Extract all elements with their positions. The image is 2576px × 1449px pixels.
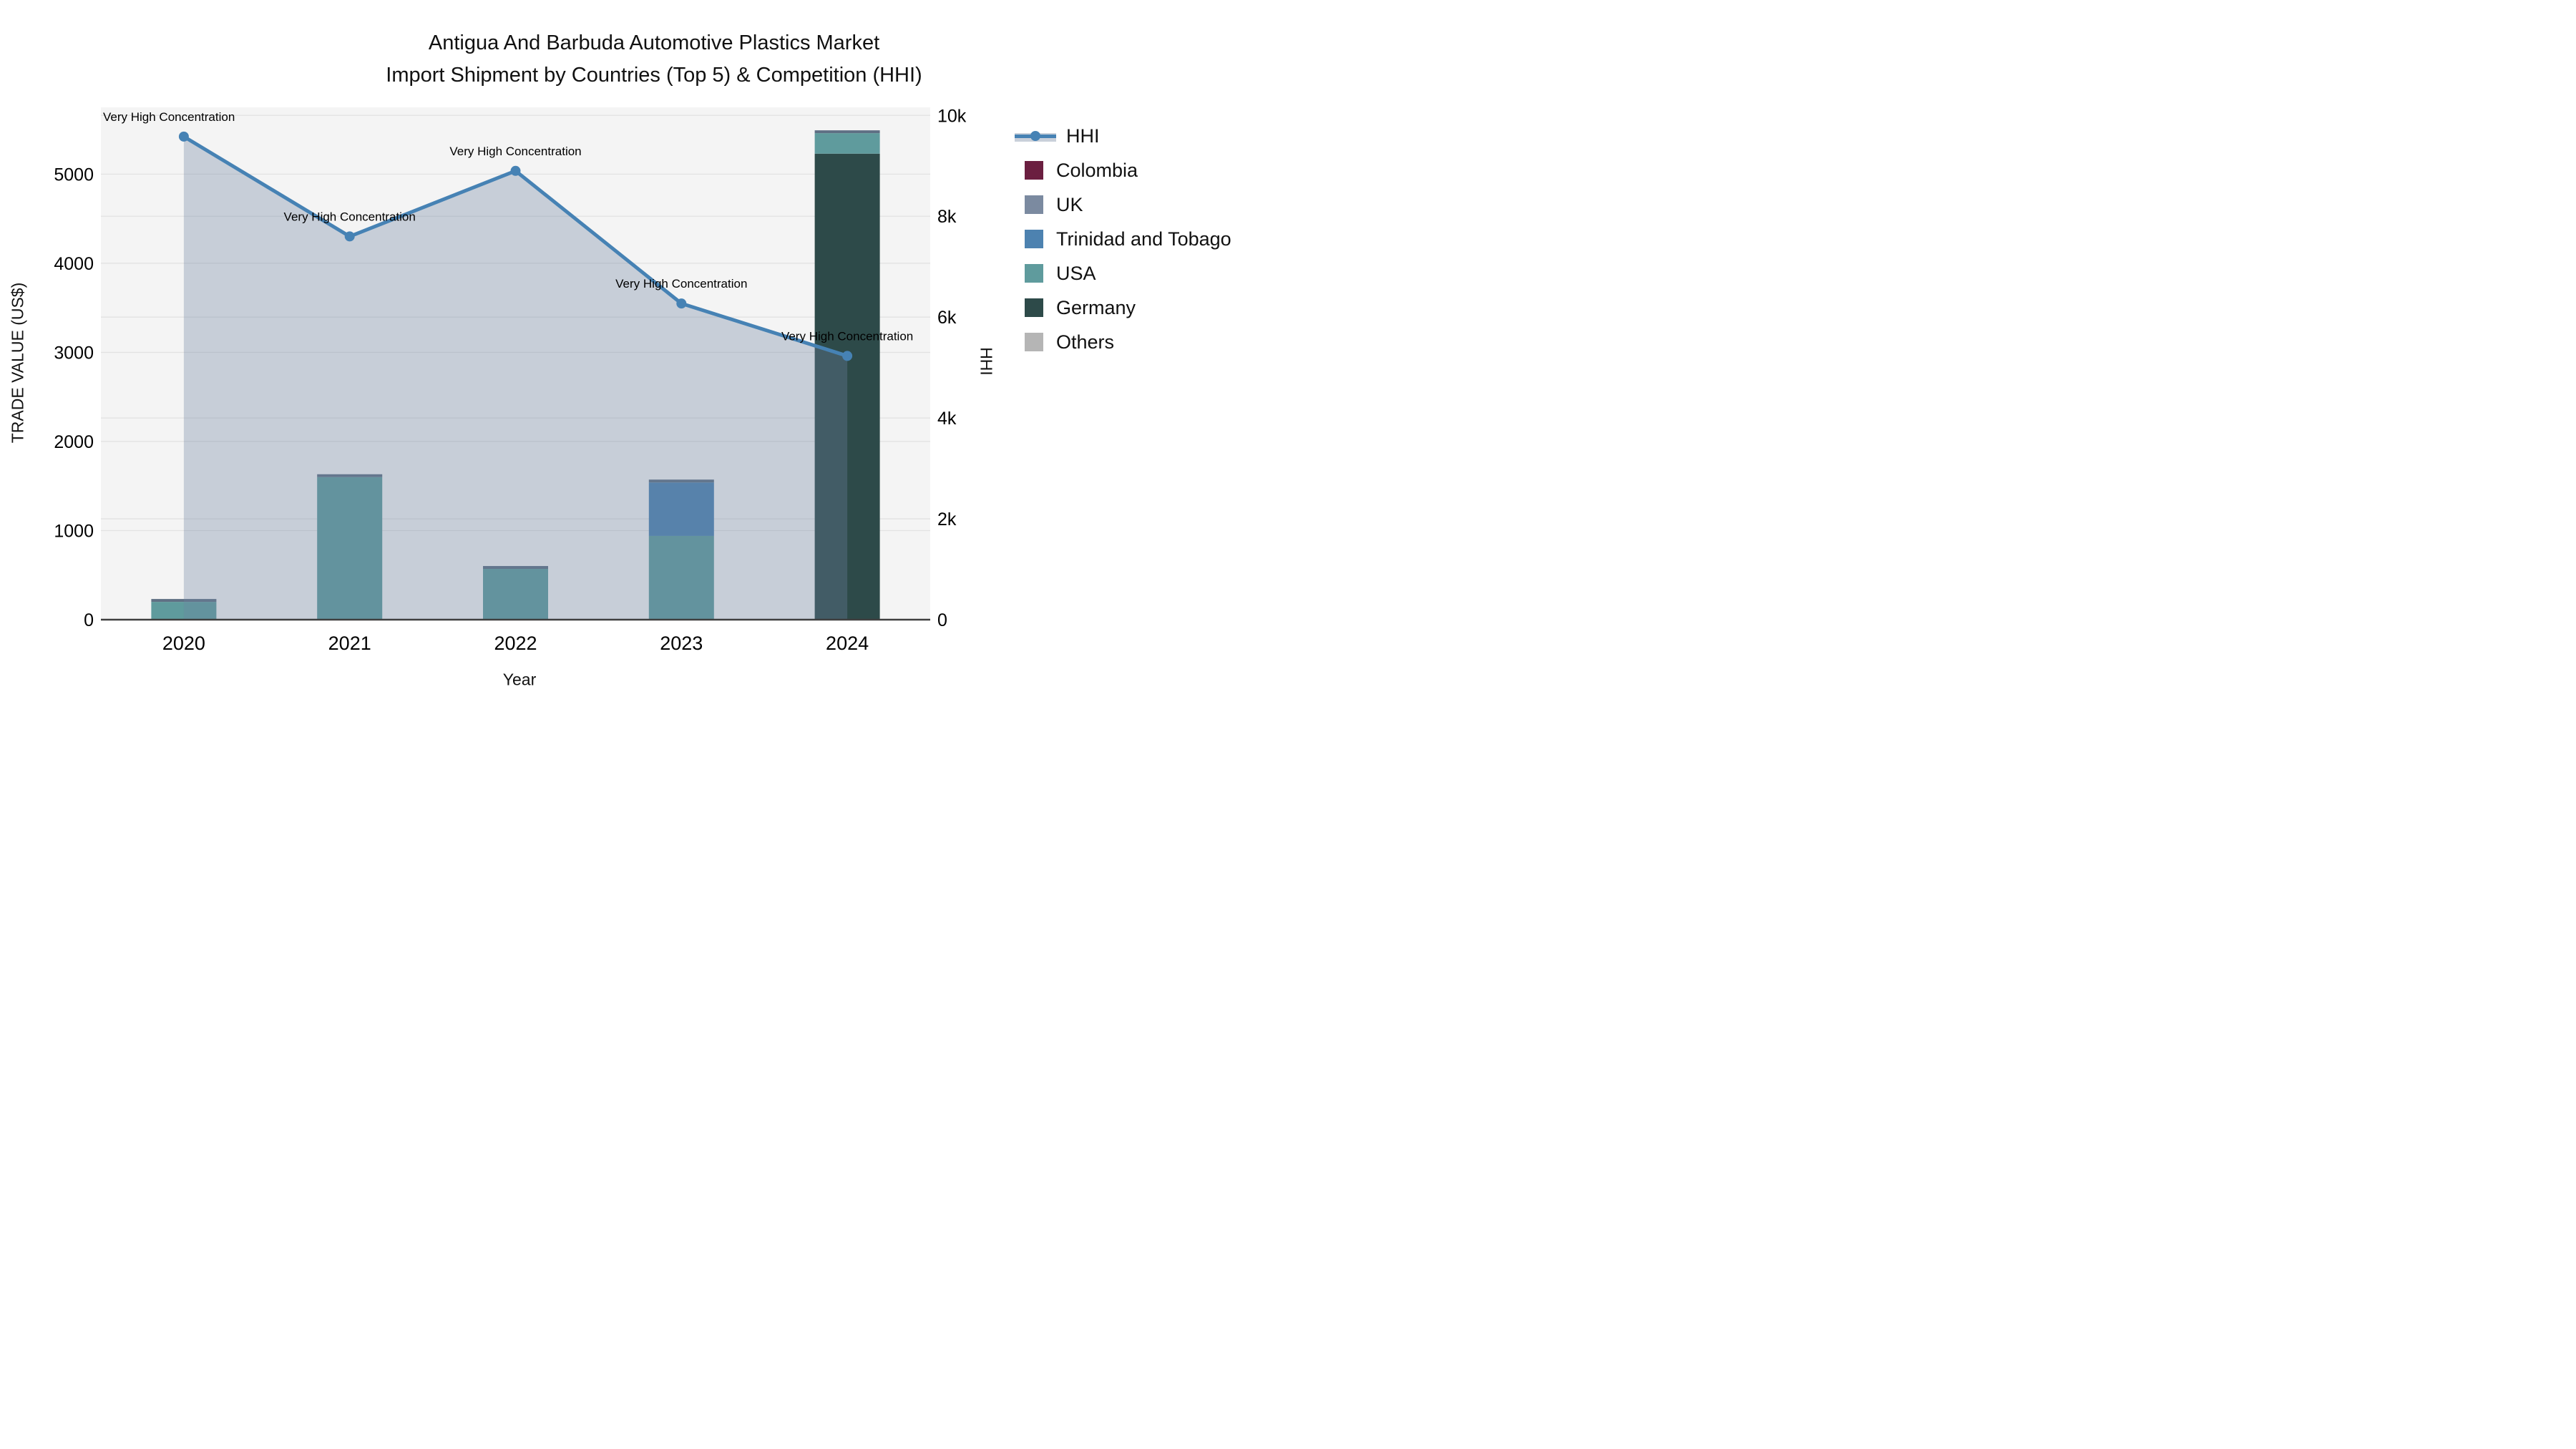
legend-label: HHI [1066,125,1100,147]
chart-title: Antigua And Barbuda Automotive Plastics … [386,27,922,92]
y-left-tick-3000: 3000 [54,343,94,363]
color-swatch-icon [1025,298,1043,317]
annotation-2022: Very High Concentration [449,145,581,158]
y-left-tick-5000: 5000 [54,165,94,185]
legend-label: USA [1056,262,1096,284]
color-swatch-icon [1025,333,1043,351]
hhi-marker-2024 [842,351,853,361]
legend-item-germany[interactable]: Germany [1025,291,1231,325]
hhi-marker-dot [1030,130,1040,141]
legend-label: UK [1056,193,1083,215]
hhi-marker-2023 [676,298,687,309]
hhi-marker-2022 [510,165,521,176]
y-right-tick-8k: 8k [937,207,957,227]
y-right-tick-0: 0 [937,610,947,630]
chart-canvas: Very High Concentration Very High Concent… [54,106,967,654]
legend-item-trinidad-and-tobago[interactable]: Trinidad and Tobago [1025,222,1231,256]
annotation-2021: Very High Concentration [284,210,416,223]
legend-label: Trinidad and Tobago [1056,228,1231,250]
annotation-2023: Very High Concentration [615,277,747,291]
legend-item-others[interactable]: Others [1025,325,1231,359]
legend-item-usa[interactable]: USA [1025,256,1231,291]
x-tick-2023: 2023 [660,633,703,654]
bar-top-stroke [317,474,383,477]
bar-segment-usa-2020 [151,602,217,620]
bar-top-stroke [483,566,548,570]
y-left-tick-4000: 4000 [54,254,94,274]
chart-title-line1: Antigua And Barbuda Automotive Plastics … [428,31,880,54]
bar-top-stroke [814,130,880,134]
bar-segment-usa-2022 [483,569,548,620]
bar-segment-usa-2021 [317,477,383,620]
x-axis-title: Year [502,670,537,689]
y-right-tick-4k: 4k [937,409,957,429]
hhi-area-fill [183,136,848,620]
hhi-marker-2020 [178,131,189,142]
x-tick-2020: 2020 [162,633,205,654]
y-right-tick-2k: 2k [937,509,957,530]
annotation-2020: Very High Concentration [103,110,235,124]
plot-background [101,107,930,620]
y-left-tick-0: 0 [84,610,94,630]
y-left-tick-2000: 2000 [54,432,94,452]
legend-label: Others [1056,331,1115,353]
x-tick-2021: 2021 [328,633,371,654]
bar-top-stroke [151,599,217,602]
y-right-tick-10k: 10k [937,106,967,126]
legend: HHI Colombia UK Trinidad and Tobago USA … [1015,119,1231,359]
color-swatch-icon [1025,230,1043,248]
legend-label: Colombia [1056,159,1138,181]
y-right-axis-title: HHI [977,347,996,376]
hhi-marker-2021 [344,231,355,242]
bar-segment-usa-2023 [648,535,714,620]
chart-figure: Antigua And Barbuda Automotive Plastics … [0,0,1288,725]
color-swatch-icon [1025,161,1043,180]
hhi-line-swatch-icon [1015,130,1056,142]
bar-segment-germany-2024 [814,153,880,620]
y-left-tick-1000: 1000 [54,521,94,541]
chart-title-line2: Import Shipment by Countries (Top 5) & C… [386,64,922,87]
legend-label: Germany [1056,296,1136,318]
bar-segment-trinidad-and-tobago-2023 [648,482,714,536]
legend-item-uk[interactable]: UK [1025,187,1231,222]
x-tick-2022: 2022 [494,633,537,654]
legend-item-colombia[interactable]: Colombia [1025,153,1231,187]
annotation-2024: Very High Concentration [781,329,913,343]
color-swatch-icon [1025,264,1043,283]
legend-item-hhi[interactable]: HHI [1015,119,1231,153]
y-left-axis-title: TRADE VALUE (US$) [8,282,27,444]
bar-top-stroke [648,479,714,483]
x-tick-2024: 2024 [826,633,869,654]
bar-segment-usa-2024 [814,133,880,154]
y-right-tick-6k: 6k [937,308,957,328]
color-swatch-icon [1025,195,1043,214]
